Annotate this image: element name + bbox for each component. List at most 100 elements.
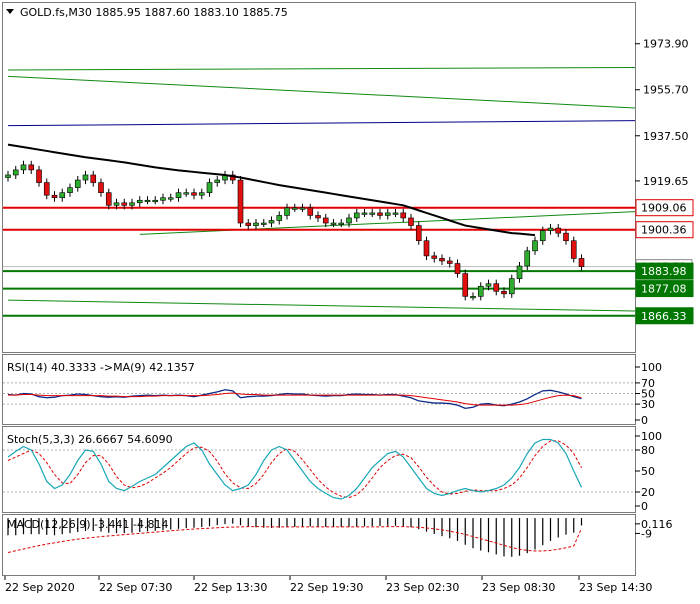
- candle-body: [547, 227, 554, 231]
- candle-body: [516, 265, 523, 279]
- candle-body: [237, 179, 244, 224]
- rsi-tick-label: 30: [641, 398, 655, 411]
- time-tick-label: 22 Sep 07:30: [99, 581, 172, 594]
- candle-body: [477, 285, 484, 297]
- trendline-channel-low-upper: [7, 66, 636, 71]
- trendline-lower-channel: [7, 299, 636, 312]
- macd-tick-label: -9: [641, 527, 652, 540]
- candle-body: [408, 217, 414, 226]
- candle-body: [570, 240, 577, 259]
- price-tick-label: 1919.65: [643, 175, 689, 188]
- moving-average-line: [7, 143, 536, 237]
- macd-tick-label: 0.116: [641, 518, 673, 531]
- candle-body: [454, 263, 461, 274]
- candle-body: [392, 212, 399, 215]
- candle-body: [43, 182, 50, 196]
- candle-body: [485, 283, 492, 287]
- candle-body: [67, 187, 73, 193]
- rsi-ma-line: [8, 392, 582, 406]
- candle-body: [555, 227, 562, 234]
- candle-body: [105, 192, 112, 206]
- rsi-tick-label: 70: [641, 377, 655, 390]
- candle-body: [431, 255, 438, 259]
- candle-body: [423, 240, 430, 257]
- candle-body: [276, 215, 283, 221]
- stoch-main-line: [7, 438, 583, 500]
- candle-body: [330, 222, 337, 225]
- trendline-channel-mid: [7, 120, 636, 127]
- candle-body: [51, 194, 58, 199]
- candle-body: [5, 174, 11, 178]
- candle-body: [191, 192, 197, 196]
- axis-labels: 1973.901955.701937.501919.651885.751909.…: [4, 38, 694, 594]
- stoch-tick-label: 0: [641, 500, 648, 513]
- candle-body: [82, 174, 89, 181]
- stoch-title: Stoch(5,3,3) 26.6667 54.6090: [7, 433, 173, 446]
- level-label: 1877.08: [641, 283, 687, 296]
- candle-body: [346, 217, 352, 224]
- price-tick-label: 1973.90: [643, 38, 689, 51]
- candle-body: [439, 258, 445, 262]
- candle-body: [299, 207, 306, 210]
- price-panel-frame: [2, 2, 636, 353]
- rsi-title: RSI(14) 40.3333 ->MA(9) 42.1357: [7, 361, 195, 374]
- level-label: 1909.06: [641, 202, 687, 215]
- symbol-title: GOLD.fs,M30 1885.95 1887.60 1883.10 1885…: [20, 6, 288, 19]
- candle-body: [28, 164, 35, 171]
- candle-body: [578, 258, 585, 267]
- level-tag: [635, 280, 694, 298]
- candle-body: [338, 222, 345, 225]
- candle-body: [160, 197, 166, 201]
- candle-body: [152, 199, 159, 203]
- level-label: 1866.33: [641, 310, 687, 323]
- candle-body: [12, 169, 19, 176]
- level-tag: [635, 199, 694, 217]
- rsi-panel-frame: [2, 354, 636, 425]
- candle-body: [183, 192, 190, 195]
- candle-body: [98, 182, 104, 193]
- candle-body: [20, 164, 27, 171]
- rsi-tick-label: 100: [641, 361, 662, 374]
- macd-signal-line: [7, 526, 582, 553]
- candle-body: [59, 192, 66, 199]
- candle-body: [121, 202, 128, 206]
- stoch-tick-label: 100: [641, 430, 662, 443]
- candle-body: [532, 240, 538, 252]
- level-tag: [635, 307, 694, 325]
- rsi-tick-label: 0: [641, 414, 648, 427]
- candle-body: [74, 179, 81, 188]
- candle-body: [353, 212, 360, 219]
- candle-body: [322, 217, 329, 224]
- time-tick-label: 22 Sep 13:30: [194, 581, 267, 594]
- candle-body: [36, 169, 42, 183]
- time-tick-label: 23 Sep 02:30: [386, 581, 459, 594]
- trendline-channel-top: [7, 75, 636, 109]
- time-tick-label: 22 Sep 2020: [5, 581, 75, 594]
- candle-body: [361, 212, 368, 215]
- macd-plot-area: [7, 518, 583, 557]
- candle-body: [136, 199, 143, 204]
- candle-body: [129, 202, 135, 206]
- time-tick-label: 23 Sep 14:30: [579, 581, 652, 594]
- macd-title: MACD(12,26,9) -3.441 -4.814: [7, 518, 168, 531]
- candle-body: [260, 222, 267, 225]
- candle-body: [384, 212, 391, 216]
- candle-body: [284, 207, 290, 216]
- stoch-tick-label: 80: [641, 444, 655, 457]
- candle-body: [470, 296, 476, 299]
- candle-body: [291, 207, 298, 210]
- chart-dropdown-icon[interactable]: [6, 9, 14, 14]
- candle-body: [462, 273, 469, 297]
- candle-body: [214, 179, 221, 183]
- rsi-tick-label: 50: [641, 388, 655, 401]
- candle-body: [415, 225, 422, 242]
- candle-body: [175, 192, 182, 199]
- stoch-panel-frame: [2, 426, 636, 513]
- candle-body: [167, 197, 174, 200]
- candle-body: [524, 250, 531, 267]
- candle-body: [198, 192, 205, 196]
- candle-body: [253, 222, 259, 226]
- candle-body: [113, 202, 120, 206]
- candle-body: [400, 212, 407, 219]
